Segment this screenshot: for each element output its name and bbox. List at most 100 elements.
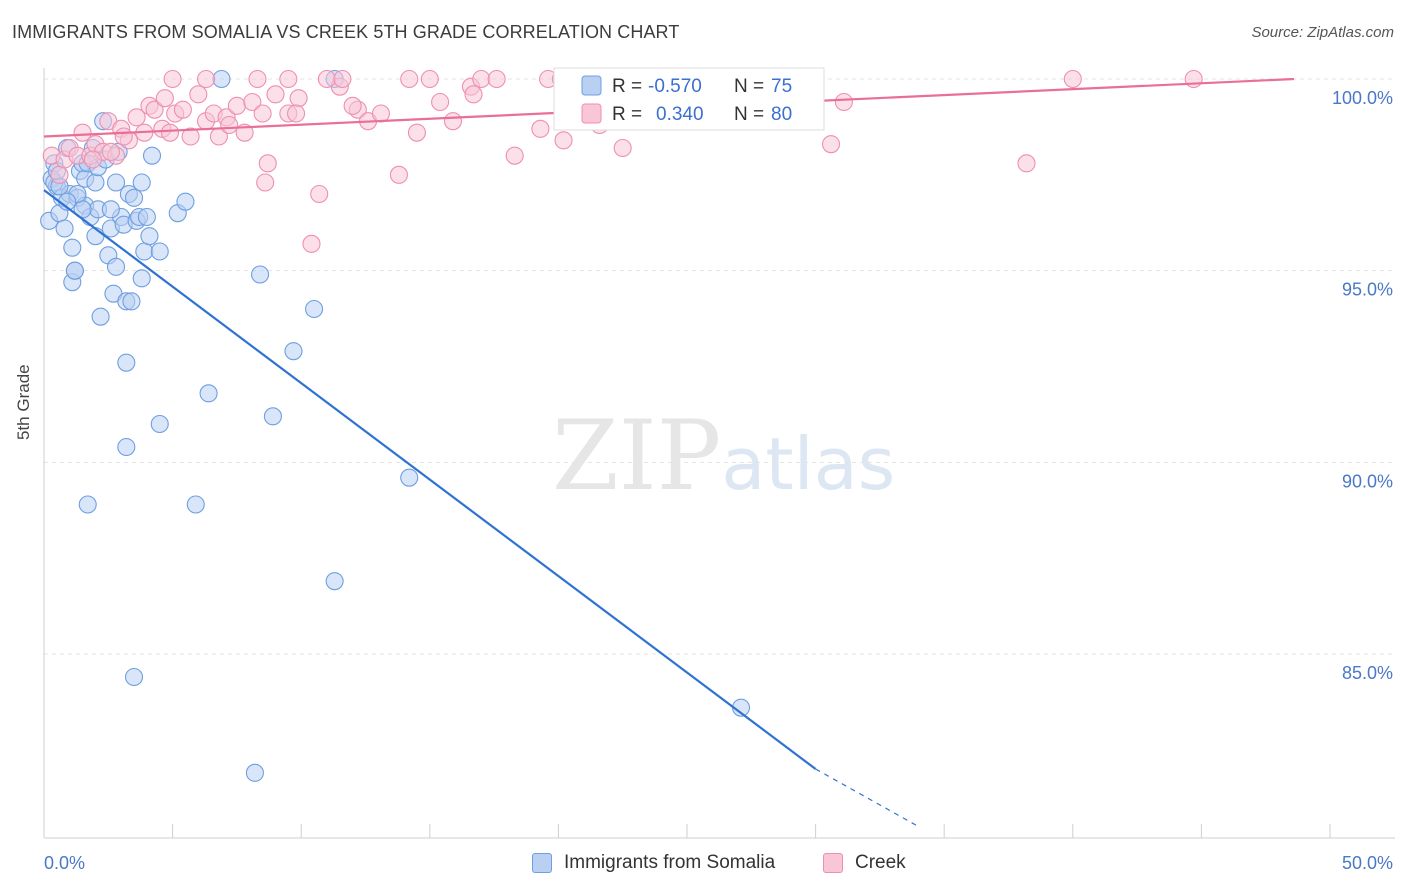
point-somalia <box>142 146 162 165</box>
point-creek <box>1017 154 1036 173</box>
watermark-zip: ZIP <box>552 400 722 512</box>
x-tick-label-max: 50.0% <box>1342 853 1393 873</box>
series-legend: Immigrants from Somalia Creek <box>0 852 1406 880</box>
point-somalia <box>122 292 141 311</box>
series-label-somalia: Immigrants from Somalia <box>564 852 776 873</box>
point-creek <box>289 89 308 108</box>
legend-n-value-creek: 80 <box>771 104 792 125</box>
chart-title: IMMIGRANTS FROM SOMALIA VS CREEK 5TH GRA… <box>12 22 680 42</box>
point-creek <box>464 85 483 104</box>
point-creek <box>287 104 306 123</box>
legend-n-value-somalia: 75 <box>771 76 792 97</box>
point-creek <box>834 92 853 112</box>
point-creek <box>407 123 426 142</box>
axes <box>43 68 1395 839</box>
point-somalia <box>91 307 110 326</box>
point-creek <box>279 69 298 89</box>
point-creek <box>181 127 200 146</box>
point-creek <box>1063 69 1082 89</box>
point-creek <box>253 104 272 123</box>
point-creek <box>266 85 285 104</box>
y-tick-label: 85.0% <box>1342 663 1393 683</box>
point-creek <box>505 146 524 165</box>
point-creek <box>227 96 246 115</box>
point-creek <box>431 92 450 112</box>
point-creek <box>443 112 462 131</box>
point-creek <box>420 69 439 89</box>
stats-legend: R = -0.570 N = 75 R = 0.340 N = 80 <box>553 67 825 131</box>
point-somalia <box>150 414 169 434</box>
point-creek <box>243 92 262 112</box>
trend-line-somalia <box>43 189 817 770</box>
series-legend-somalia: Immigrants from Somalia <box>532 852 775 874</box>
point-creek <box>248 69 267 89</box>
legend-r-value-somalia: -0.570 <box>648 76 702 97</box>
y-tick-label: 100.0% <box>1332 88 1393 108</box>
point-somalia <box>78 495 97 514</box>
point-creek <box>302 234 321 253</box>
point-creek <box>310 184 329 204</box>
y-tick-label: 90.0% <box>1342 471 1393 491</box>
point-somalia <box>86 227 105 246</box>
point-somalia <box>124 667 144 687</box>
point-creek <box>83 150 102 169</box>
point-somalia <box>55 219 74 238</box>
source-label: Source: ZipAtlas.com <box>1251 24 1394 41</box>
data-points <box>40 69 1203 782</box>
series-swatch-creek <box>823 853 843 873</box>
watermark: ZIPatlas <box>552 400 895 512</box>
point-creek <box>389 165 408 184</box>
x-tick-label-min: 0.0% <box>44 853 85 873</box>
point-creek <box>371 104 390 123</box>
point-creek <box>487 69 506 89</box>
point-creek <box>160 123 180 142</box>
trend-lines <box>43 77 1295 828</box>
point-creek <box>114 127 133 146</box>
point-somalia <box>250 265 270 284</box>
point-somalia <box>150 242 169 261</box>
point-somalia <box>132 269 151 288</box>
legend-swatch-creek <box>581 103 602 124</box>
watermark-atlas: atlas <box>721 422 896 506</box>
point-creek <box>317 69 336 89</box>
point-creek <box>821 135 841 154</box>
point-creek <box>155 89 174 108</box>
point-creek <box>73 123 92 142</box>
point-somalia <box>140 227 159 246</box>
point-creek <box>554 131 573 150</box>
point-somalia <box>106 257 126 276</box>
point-somalia <box>117 353 136 372</box>
point-creek <box>196 69 216 89</box>
legend-swatch-somalia <box>581 75 602 96</box>
point-somalia <box>101 200 120 219</box>
y-tick-label: 95.0% <box>1342 280 1393 300</box>
point-somalia <box>263 407 282 426</box>
point-creek <box>258 154 277 173</box>
point-somalia <box>325 572 344 591</box>
point-somalia <box>124 188 144 207</box>
tick-labels: 100.0% 95.0% 90.0% 85.0% <box>1332 88 1393 683</box>
point-somalia <box>305 299 324 319</box>
point-creek <box>189 85 208 104</box>
point-somalia <box>212 69 231 89</box>
point-creek <box>163 69 182 89</box>
point-creek <box>343 96 362 115</box>
point-somalia <box>199 384 218 403</box>
point-somalia <box>284 342 303 361</box>
point-somalia <box>86 173 105 192</box>
legend-n-label-creek: N = <box>734 104 764 125</box>
legend-n-label-somalia: N = <box>734 76 764 97</box>
series-legend-creek: Creek <box>823 852 906 874</box>
point-somalia <box>65 261 84 280</box>
legend-r-label-creek: R = <box>612 104 642 125</box>
point-somalia <box>106 173 126 192</box>
legend-r-label-somalia: R = <box>612 76 642 97</box>
point-somalia <box>186 495 205 514</box>
point-creek <box>127 108 146 127</box>
point-creek <box>256 173 275 192</box>
point-somalia <box>117 437 136 457</box>
trend-line-somalia-extension <box>815 768 919 828</box>
point-creek <box>333 69 352 89</box>
point-creek <box>613 138 632 158</box>
